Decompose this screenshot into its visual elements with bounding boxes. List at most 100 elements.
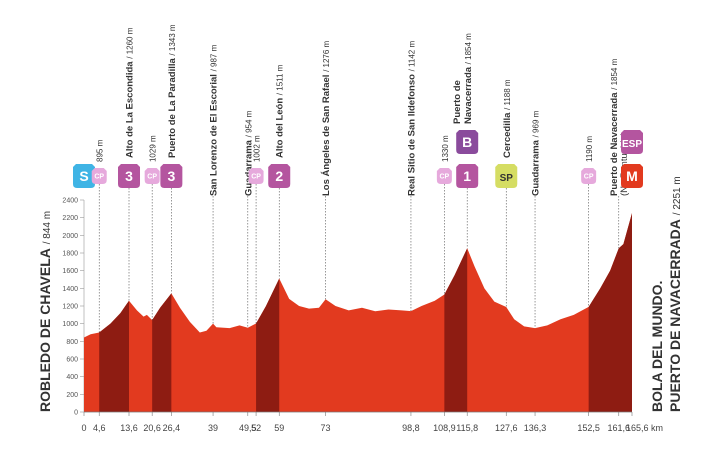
annotation-name: Navacerrada [463, 66, 474, 124]
annotation-name: Guadarrama [531, 139, 542, 196]
badge-shape [436, 168, 452, 184]
y-tick-label: 2000 [62, 233, 78, 240]
badge: CP [144, 168, 160, 184]
annotation-label: Guadarrama / 969 m [531, 110, 542, 196]
y-tick-label: 2200 [62, 215, 78, 222]
annotation-detail: / 1276 m [322, 40, 331, 71]
annotation-detail: / 1142 m [407, 41, 416, 72]
annotation-label: 1002 m [253, 135, 262, 162]
climb-area [152, 293, 172, 412]
annotation-label: Alto de La Escondida / 1260 m [125, 27, 136, 158]
profile-area [84, 213, 632, 412]
annotation-detail: / 1854 m [610, 58, 619, 89]
annotation-detail: / 1343 m [168, 24, 177, 55]
annotation-label: Guadarrama / 954 m [243, 110, 254, 196]
finish-label: BOLA DEL MUNDO. [649, 281, 665, 412]
annotation-label: Los Ángeles de San Rafael / 1276 m [321, 40, 332, 196]
annotation-detail: 1330 m [441, 135, 450, 162]
annotation-detail: / 969 m [532, 110, 541, 137]
badge-shape [118, 164, 141, 188]
badge: B [456, 130, 479, 154]
badge-shape [73, 164, 95, 188]
y-tick-label: 1800 [62, 251, 78, 258]
annotation-label: 1029 m [149, 135, 158, 162]
badge-shape [248, 168, 264, 184]
y-tick-label: 800 [66, 339, 78, 346]
annotation-label: Real Sitio de San Ildefonso / 1142 m [406, 41, 417, 196]
badge-text: CP [440, 174, 450, 181]
annotation-name: Cercedilla [502, 112, 513, 158]
climb-area [588, 213, 632, 412]
finish-label-2: PUERTO DE NAVACERRADA / 2251 m [667, 176, 683, 412]
badge-text: 3 [125, 168, 133, 184]
annotation-detail: 1002 m [253, 135, 262, 162]
annotation-label: 1190 m [585, 136, 594, 162]
badge-shape [581, 168, 597, 184]
badge-shape [495, 164, 518, 188]
x-tick-label: 127,6 [495, 423, 518, 433]
badge: S [73, 164, 95, 188]
x-tick-label: 20,6 [143, 423, 161, 433]
annotation-label: Puerto de Navacerrada / 1854 m [609, 58, 620, 196]
x-tick-label: 152,5 [577, 423, 600, 433]
start-name: ROBLEDO DE CHAVELA [37, 248, 53, 412]
annotation-label: Alto del León / 1511 m [275, 64, 286, 158]
finish-detail: / 2251 m [672, 176, 683, 215]
annotation-detail: 1029 m [149, 135, 158, 162]
annotation-detail: / 987 m [210, 44, 219, 71]
badge-shape [268, 164, 291, 188]
annotation-name: Puerto de La Paradilla [167, 58, 178, 158]
x-tick-label: 4,6 [93, 423, 106, 433]
y-tick-label: 1600 [62, 268, 78, 275]
annotation-label: 1330 m [441, 135, 450, 162]
x-tick-label: 136,3 [524, 423, 547, 433]
annotation-name: San Lorenzo de El Escorial [209, 74, 220, 196]
x-tick-label: 73 [321, 423, 331, 433]
badge-shape [91, 168, 107, 184]
badge-text: ESP [622, 139, 642, 150]
badge: 3 [118, 164, 141, 188]
annotation-label: Puerto de La Paradilla / 1343 m [167, 24, 178, 158]
annotation-label: San Lorenzo de El Escorial / 987 m [209, 44, 220, 196]
finish-name-2: PUERTO DE NAVACERRADA [667, 219, 683, 412]
badge: ESP [621, 130, 643, 154]
annotation-name: Alto del León [275, 98, 286, 158]
annotation-label: Navacerrada / 1854 m [463, 33, 474, 124]
badge: CP [248, 168, 264, 184]
badge: 2 [268, 164, 291, 188]
badge: CP [581, 168, 597, 184]
annotation-name: Real Sitio de San Ildefonso [406, 74, 417, 196]
badge-shape [456, 164, 479, 188]
x-tick-label: 13,6 [120, 423, 138, 433]
badge-shape [160, 164, 183, 188]
y-tick-label: 0 [74, 410, 78, 417]
badge-text: CP [251, 174, 261, 181]
x-tick-label: 26,4 [163, 423, 181, 433]
annotation-label: 895 m [96, 139, 105, 162]
badge-text: SP [500, 173, 514, 184]
x-tick-label: 59 [274, 423, 284, 433]
y-tick-label: 1200 [62, 304, 78, 311]
start-label: ROBLEDO DE CHAVELA / 844 m [37, 211, 53, 412]
badge: CP [91, 168, 107, 184]
climb-area [444, 248, 468, 412]
x-tick-label: 98,8 [402, 423, 420, 433]
y-tick-label: 200 [66, 392, 78, 399]
annotation-detail: / 1188 m [503, 79, 512, 110]
badge-text: CP [147, 174, 157, 181]
x-tick-label: 52 [251, 423, 261, 433]
y-tick-label: 600 [66, 357, 78, 364]
badge-text: B [462, 134, 472, 150]
annotation-label: Cercedilla / 1188 m [502, 79, 513, 158]
badge-text: 2 [275, 168, 283, 184]
annotation-name: Puerto de Navacerrada [609, 92, 620, 196]
badge: SP [495, 164, 518, 188]
x-tick-label: 115,8 [456, 423, 478, 433]
climb-area [256, 278, 280, 412]
climb-area [99, 300, 130, 412]
badge-text: M [626, 168, 638, 184]
annotation-name-top: Puerto de [452, 80, 463, 124]
annotation-detail: / 1260 m [126, 27, 135, 58]
badge-text: 1 [463, 168, 471, 184]
